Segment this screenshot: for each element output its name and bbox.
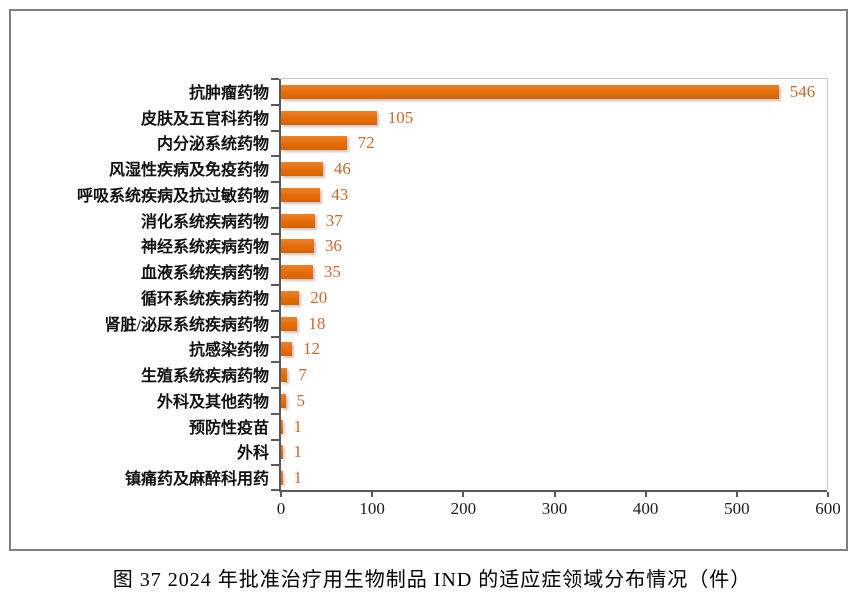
category-label: 内分泌系统药物	[156, 136, 269, 154]
y-axis-tick	[271, 284, 279, 286]
chart-frame: 抗肿瘤药物皮肤及五官科药物内分泌系统药物风湿性疾病及免疫药物呼吸系统疾病及抗过敏…	[9, 9, 848, 551]
value-label: 72	[357, 133, 375, 153]
category-label: 神经系统疾病药物	[140, 239, 269, 257]
value-label: 36	[324, 236, 342, 256]
category-label: 消化系统疾病药物	[140, 213, 269, 231]
x-axis-tick	[280, 492, 282, 497]
category-label: 抗肿瘤药物	[188, 84, 269, 102]
x-axis-tick	[553, 492, 556, 497]
category-label: 抗感染药物	[188, 342, 269, 360]
category-label: 呼吸系统疾病及抗过敏药物	[76, 187, 269, 205]
plot-area: 546 105 72 46 43 37 36 35 20 18 12 7 5 1 1 1 0 100 200 300 4…	[271, 78, 841, 518]
category-labels: 抗肿瘤药物皮肤及五官科药物内分泌系统药物风湿性疾病及免疫药物呼吸系统疾病及抗过敏…	[11, 78, 269, 490]
y-axis-line	[279, 79, 281, 490]
value-label: 20	[310, 287, 328, 307]
value-label: 7	[298, 365, 307, 385]
x-axis-tick-label: 500	[724, 499, 750, 518]
value-label: 5	[296, 390, 306, 410]
x-axis-tick-label: 200	[450, 499, 477, 518]
bar	[281, 316, 298, 331]
x-axis-tick	[644, 492, 647, 497]
y-axis-tick	[271, 78, 279, 80]
category-label: 血液系统疾病药物	[140, 265, 269, 283]
y-axis-tick	[271, 412, 279, 415]
bar	[281, 110, 377, 125]
y-axis-tick	[271, 232, 279, 235]
y-axis-tick	[271, 361, 279, 364]
value-label: 12	[302, 339, 320, 359]
bar	[281, 162, 323, 177]
x-axis-tick	[462, 492, 465, 497]
x-axis-tick	[735, 492, 738, 497]
value-label: 46	[333, 159, 351, 179]
category-label: 肾脏/泌尿系统疾病药物	[104, 316, 269, 334]
x-axis-tick	[371, 492, 374, 497]
bar	[281, 445, 283, 460]
x-axis-tick-label: 0	[276, 499, 286, 518]
value-label: 1	[293, 442, 303, 462]
y-axis-tick	[271, 335, 279, 338]
x-axis-tick	[827, 492, 829, 497]
category-label: 镇痛药及麻醉科用药	[124, 471, 269, 489]
bar	[281, 393, 286, 408]
bar	[281, 84, 779, 99]
bar	[281, 290, 300, 305]
bar	[281, 368, 288, 383]
y-axis-tick	[271, 103, 279, 106]
y-axis-tick	[271, 258, 279, 261]
y-axis-tick	[271, 309, 279, 312]
bar	[281, 136, 347, 151]
x-axis-tick-label: 400	[632, 499, 659, 518]
value-label: 37	[325, 210, 343, 230]
x-axis-line	[279, 490, 827, 492]
y-axis-tick	[271, 464, 279, 467]
y-axis-tick	[271, 489, 279, 491]
value-label: 35	[323, 262, 341, 282]
bar	[281, 239, 314, 254]
category-label: 预防性疫苗	[188, 419, 269, 437]
y-axis-tick	[271, 129, 279, 132]
bar	[281, 213, 315, 228]
value-label: 43	[331, 184, 349, 204]
category-label: 皮肤及五官科药物	[140, 110, 269, 128]
x-axis-tick-label: 100	[359, 499, 385, 518]
y-axis-tick	[271, 206, 279, 209]
bar	[281, 187, 321, 202]
category-label: 风湿性疾病及免疫药物	[108, 162, 269, 180]
x-axis-tick-label: 300	[541, 499, 568, 518]
category-label: 生殖系统疾病药物	[140, 368, 269, 386]
bar	[281, 342, 292, 357]
category-label: 外科	[236, 445, 269, 463]
y-axis-tick	[271, 181, 279, 183]
bar	[281, 471, 283, 486]
y-axis-tick	[271, 438, 279, 441]
bar	[281, 265, 313, 280]
value-label: 18	[308, 313, 326, 333]
value-label: 1	[293, 416, 303, 436]
value-label: 1	[293, 468, 303, 488]
figure-caption: 图 37 2024 年批准治疗用生物制品 IND 的适应症领域分布情况（件）	[112, 569, 752, 591]
value-label: 546	[789, 81, 816, 101]
y-axis-tick	[271, 387, 279, 389]
y-axis-tick	[271, 155, 279, 158]
x-axis-tick-label: 600	[815, 499, 841, 518]
category-label: 外科及其他药物	[156, 393, 269, 411]
category-label: 循环系统疾病药物	[140, 290, 269, 308]
bar	[281, 419, 283, 434]
value-label: 105	[387, 107, 414, 127]
